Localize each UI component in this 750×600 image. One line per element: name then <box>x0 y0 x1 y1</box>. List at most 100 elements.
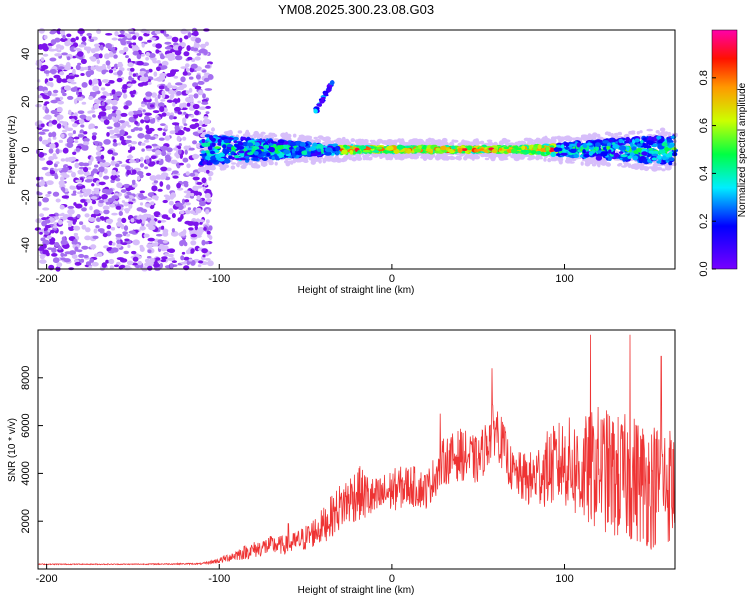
spectrogram-cell <box>174 106 181 112</box>
spectrogram-cell <box>73 136 80 140</box>
spectrogram-cell <box>78 91 83 95</box>
spectrogram-cell <box>39 231 43 235</box>
spectrogram-cell <box>317 135 324 139</box>
spectrogram-cell <box>53 74 61 79</box>
spectrogram-cell <box>310 159 316 165</box>
spectrogram-cell <box>535 137 542 142</box>
spectrogram-cell <box>42 197 49 203</box>
spectrogram-cell <box>114 127 118 134</box>
spectrogram-cell <box>106 224 112 230</box>
spectrogram-cell <box>86 176 94 180</box>
spectrogram-cell <box>62 34 66 40</box>
spectrogram-cell <box>42 249 49 255</box>
spectrogram-cell <box>62 92 67 97</box>
spectrogram-cell <box>652 163 659 168</box>
spectrogram-cell <box>207 130 211 135</box>
spectrogram-cell <box>234 155 240 159</box>
spectrogram-cell <box>111 152 119 156</box>
spectrogram-cell <box>605 162 611 165</box>
spectrogram-cell <box>144 262 150 267</box>
spectrogram-cell <box>155 43 162 49</box>
spectrogram-cell <box>153 78 160 81</box>
spectrogram-cell <box>167 82 172 87</box>
spectrogram-cell <box>164 135 171 141</box>
spectrogram-cell <box>153 211 161 217</box>
spectrogram-cell <box>84 46 89 51</box>
spectrogram-cell <box>67 95 74 100</box>
spectrogram-cell <box>85 227 91 233</box>
spectrogram-cell <box>648 147 654 151</box>
spectrogram-cell <box>127 124 131 128</box>
spectrogram-cell <box>136 215 141 220</box>
spectrogram-cell <box>117 142 122 146</box>
spectrogram-cell <box>80 199 86 203</box>
spectrogram-cell <box>200 133 207 138</box>
spectrogram-cell <box>185 249 191 255</box>
spectrogram-cell <box>112 142 118 147</box>
spectrogram-cell <box>66 142 74 149</box>
spectrogram-cell <box>46 160 53 166</box>
spectrogram-cell <box>495 153 501 157</box>
spectrogram-cell <box>50 229 55 234</box>
spectrogram-cell <box>119 135 125 141</box>
spectrogram-cell <box>150 161 156 166</box>
spectrogram-cell <box>166 184 171 190</box>
spectrogram-cell <box>214 146 221 149</box>
spectrogram-cell <box>174 125 180 131</box>
spectrogram-cell <box>624 134 628 138</box>
spectrogram-cell <box>160 99 166 102</box>
spectrogram-cell <box>42 53 49 57</box>
spectrogram-cell <box>614 135 619 140</box>
spectrogram-cell <box>532 146 538 151</box>
spectrogram-cell <box>595 155 603 161</box>
spectrogram-cell <box>359 142 367 147</box>
spectrogram-cell <box>196 53 202 56</box>
spectrogram-cell <box>192 185 199 191</box>
spectrogram-cell <box>198 49 205 54</box>
spectrogram-cell <box>429 138 436 143</box>
spectrogram-cell <box>388 156 394 161</box>
spectrogram-cell <box>164 124 168 130</box>
spectrogram-cell <box>72 130 76 135</box>
spectrogram-cell <box>408 140 416 146</box>
spectrogram-cell <box>158 174 167 180</box>
spectrogram-cell <box>466 155 472 159</box>
spectrogram-cell <box>91 261 99 267</box>
spectrogram-cell <box>204 241 210 245</box>
spectrogram-cell <box>273 138 280 142</box>
spectrogram-cell <box>59 45 65 50</box>
spectrogram-cell <box>508 152 512 157</box>
spectrogram-cell <box>59 230 64 235</box>
spectrogram-cell <box>84 179 93 183</box>
spectrogram-cell <box>136 175 141 181</box>
spectrogram-cell <box>145 91 153 97</box>
spectrogram-cell <box>40 57 45 62</box>
spectrogram-cell <box>78 119 85 124</box>
spectrogram-cell <box>42 243 47 249</box>
spectrogram-cell <box>629 132 636 135</box>
spectrogram-cell <box>128 75 133 81</box>
spectrogram-cell <box>171 36 179 43</box>
spectrogram-cell <box>74 162 80 169</box>
spectrogram-cell <box>659 127 666 132</box>
spectrogram-cell <box>107 149 114 155</box>
spectrogram-cell <box>103 209 110 215</box>
spectrogram-cell <box>107 114 113 120</box>
spectrogram-cell <box>183 256 190 261</box>
spectrogram-cell <box>167 257 175 261</box>
spectrogram-cell <box>335 157 343 163</box>
spectrogram-cell <box>197 100 201 104</box>
spectrogram-cell <box>211 127 215 132</box>
spectrogram-cell <box>115 177 121 182</box>
spectrogram-cell <box>350 138 356 143</box>
spectrogram-cell <box>170 159 178 165</box>
spectrogram-cell <box>65 61 71 68</box>
spectrogram-cell <box>161 112 167 117</box>
spectrogram-cell <box>161 90 166 96</box>
spectrogram-cell <box>207 260 214 267</box>
spectrogram-cell <box>86 74 91 78</box>
spectrogram-cell <box>89 205 93 211</box>
spectrogram-cell <box>120 39 126 44</box>
spectrogram-cell <box>646 128 653 132</box>
spectrogram-cell <box>98 171 103 178</box>
